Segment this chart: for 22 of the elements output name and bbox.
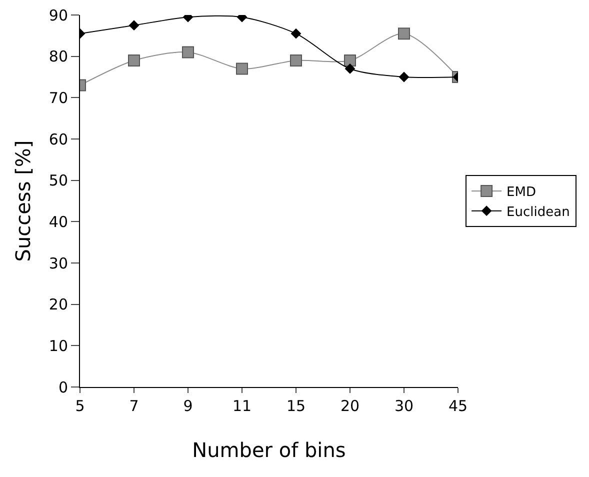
y-tick-label: 0 [58,378,68,396]
x-tick-label: 20 [340,397,360,415]
x-tick-label: 45 [448,397,468,415]
x-axis-title: Number of bins [192,438,346,462]
x-tick-label: 15 [286,397,306,415]
y-tick-label: 90 [48,6,68,24]
y-tick-label: 80 [48,48,68,66]
x-tick-label: 9 [183,397,193,415]
y-tick-label: 50 [48,172,68,190]
x-tick-label: 11 [232,397,252,415]
y-tick-label: 10 [48,336,68,355]
y-tick-label: 40 [48,212,68,231]
y-tick-label: 20 [48,296,68,314]
y-tick-label: 60 [48,130,68,148]
legend-label: EMD [506,185,536,200]
y-axis-title: Success [%] [11,140,35,262]
legend-label: Euclidean [506,204,570,220]
x-tick-label: 5 [75,397,85,415]
x-tick-label: 30 [394,397,414,415]
y-tick-label: 30 [48,254,68,272]
x-tick-label: 7 [129,397,139,415]
y-tick-label: 70 [48,88,68,107]
